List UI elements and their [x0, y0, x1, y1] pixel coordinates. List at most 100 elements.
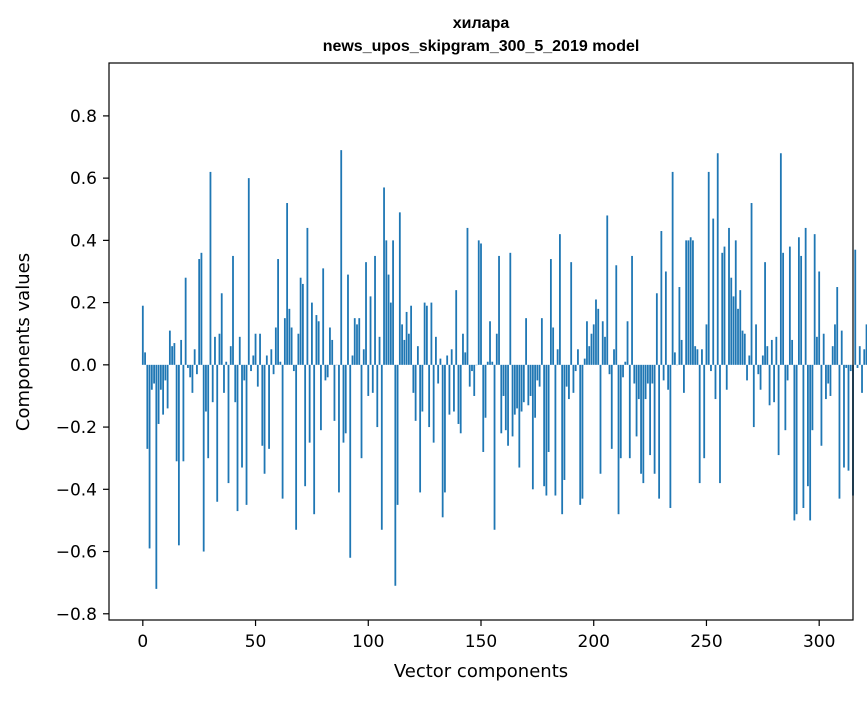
bar — [419, 365, 421, 493]
bar — [631, 256, 633, 365]
bar — [516, 365, 518, 409]
bar — [543, 365, 545, 486]
bar — [550, 259, 552, 365]
bar — [685, 240, 687, 364]
bar — [739, 290, 741, 365]
bar — [437, 365, 439, 384]
bar — [142, 306, 144, 365]
bar — [527, 365, 529, 405]
bar — [433, 365, 435, 443]
bar — [514, 365, 516, 415]
bar — [268, 365, 270, 449]
bar — [552, 328, 554, 365]
bar — [261, 365, 263, 446]
bar — [397, 365, 399, 505]
bar — [764, 262, 766, 365]
bar — [403, 340, 405, 365]
bar — [340, 150, 342, 365]
bar — [660, 231, 662, 365]
bar — [237, 365, 239, 511]
bar — [257, 365, 259, 387]
bar — [284, 318, 286, 365]
bar — [796, 365, 798, 514]
bar — [431, 303, 433, 365]
bar — [688, 240, 690, 364]
bar — [530, 365, 532, 396]
bar — [307, 228, 309, 365]
bar — [854, 250, 856, 365]
y-tick-label: 0.6 — [70, 169, 97, 189]
bar — [541, 318, 543, 365]
bar — [480, 243, 482, 364]
bar — [825, 365, 827, 399]
bar — [482, 365, 484, 452]
bar — [234, 365, 236, 402]
bar — [762, 356, 764, 365]
x-tick-label: 100 — [352, 632, 384, 652]
bar — [354, 318, 356, 365]
bar — [194, 349, 196, 365]
bar — [282, 365, 284, 499]
x-tick-label: 150 — [465, 632, 497, 652]
bar — [555, 365, 557, 496]
bar — [343, 365, 345, 443]
bar — [771, 340, 773, 365]
y-tick-label: −0.6 — [56, 543, 97, 563]
bar — [363, 349, 365, 365]
bar — [620, 365, 622, 458]
bar — [178, 365, 180, 545]
bar — [525, 318, 527, 365]
bar — [737, 309, 739, 365]
bar — [521, 365, 523, 412]
bar — [579, 365, 581, 505]
bar — [365, 262, 367, 365]
bar — [221, 293, 223, 365]
bar — [863, 349, 865, 365]
bar — [683, 365, 685, 393]
bar — [773, 365, 775, 402]
bar — [787, 365, 789, 381]
bar — [189, 365, 191, 377]
bar — [273, 365, 275, 374]
bar — [417, 346, 419, 365]
bar — [192, 365, 194, 393]
bar — [390, 303, 392, 365]
bar — [615, 265, 617, 365]
bar — [160, 365, 162, 390]
bar — [415, 365, 417, 421]
bar — [645, 365, 647, 399]
bar — [708, 172, 710, 365]
bar — [291, 328, 293, 365]
bar — [246, 365, 248, 505]
bar — [225, 362, 227, 365]
bar — [410, 306, 412, 365]
bar — [352, 356, 354, 365]
bar — [735, 240, 737, 364]
bar — [744, 334, 746, 365]
bar — [327, 365, 329, 377]
bar — [455, 290, 457, 365]
bar — [469, 365, 471, 387]
bar — [149, 365, 151, 549]
bar — [372, 365, 374, 393]
bar — [232, 256, 234, 365]
bar — [665, 271, 667, 364]
bar — [827, 365, 829, 384]
bar — [775, 337, 777, 365]
bar — [349, 365, 351, 558]
bar — [582, 365, 584, 499]
bar — [624, 362, 626, 365]
bar — [176, 365, 178, 461]
bar — [636, 365, 638, 437]
bar — [600, 365, 602, 474]
bar — [500, 365, 502, 433]
bar — [293, 365, 295, 371]
bar — [345, 365, 347, 433]
bar — [561, 365, 563, 514]
bar — [401, 324, 403, 364]
y-tick-label: −0.4 — [56, 480, 97, 500]
bar — [730, 278, 732, 365]
y-tick-label: 0.8 — [70, 107, 97, 127]
bar — [715, 365, 717, 399]
bar — [275, 328, 277, 365]
